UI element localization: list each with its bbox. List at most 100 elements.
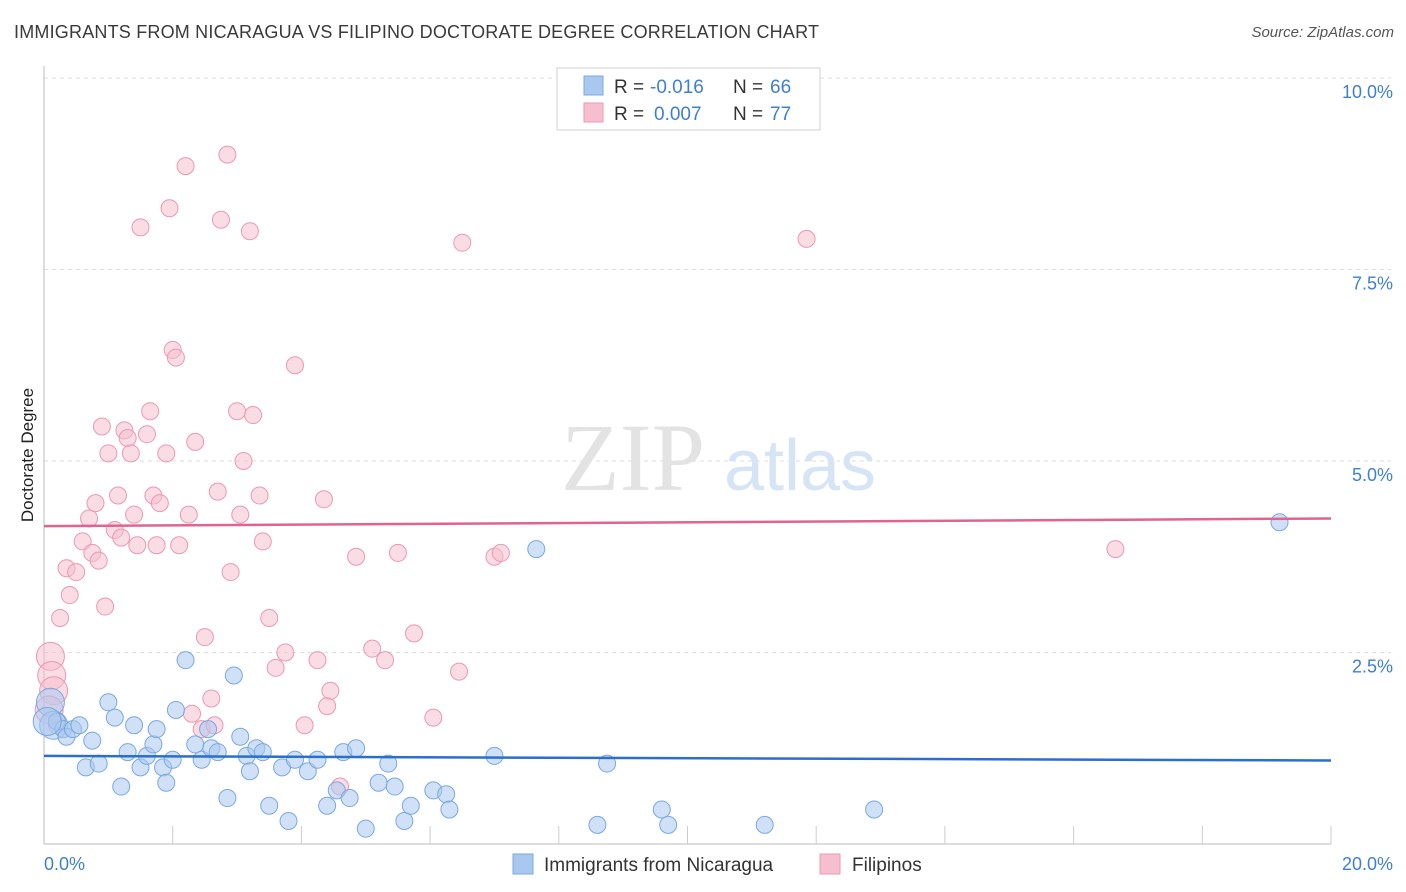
nicaragua-point-22 — [166, 700, 185, 719]
watermark-atlas: atlas — [724, 426, 876, 506]
stats-swatch-blue — [583, 75, 604, 96]
nicaragua-point-48 — [369, 773, 388, 792]
nicaragua-point-61 — [659, 815, 678, 834]
nicaragua-point-58 — [588, 815, 607, 834]
nicaragua-point-17 — [144, 735, 163, 754]
filipinos-point-4 — [51, 609, 70, 628]
filipinos-point-7 — [67, 563, 86, 582]
filipinos-point-48 — [231, 505, 250, 524]
stats-n-value-pink: 77 — [770, 104, 791, 125]
nicaragua-point-55 — [440, 800, 459, 819]
nicaragua-trend-line — [43, 754, 1332, 762]
filipinos-point-53 — [253, 532, 272, 551]
filipinos-point-28 — [147, 536, 166, 555]
nicaragua-point-57 — [527, 540, 546, 559]
source-label: Source: ZipAtlas.com — [1251, 24, 1394, 41]
filipinos-point-26 — [141, 402, 160, 421]
filipinos-point-44 — [211, 210, 230, 229]
filipinos-point-75 — [1106, 540, 1125, 559]
y-tick-label-3: 10.0% — [1342, 82, 1393, 102]
nicaragua-points — [32, 513, 1289, 838]
filipinos-point-68 — [405, 624, 424, 643]
nicaragua-point-46 — [347, 739, 366, 758]
filipinos-point-51 — [244, 406, 263, 425]
filipinos-point-38 — [186, 432, 205, 451]
grid-lines — [44, 77, 1391, 653]
filipinos-point-25 — [137, 425, 156, 444]
stats-legend: R = -0.016 N = 66 R = 0.007 N = 77 — [556, 67, 821, 131]
filipinos-point-36 — [179, 505, 198, 524]
filipinos-point-66 — [376, 651, 395, 670]
filipinos-point-60 — [314, 490, 333, 509]
filipinos-point-65 — [363, 639, 382, 658]
filipinos-point-6 — [60, 586, 79, 605]
filipinos-point-29 — [150, 494, 169, 513]
x-tick-label-min: 0.0% — [44, 854, 85, 874]
nicaragua-point-50 — [385, 777, 404, 796]
nicaragua-point-40 — [298, 762, 317, 781]
nicaragua-point-9 — [89, 754, 108, 773]
filipinos-point-59 — [308, 651, 327, 670]
filipinos-point-64 — [347, 547, 366, 566]
watermark: ZIP atlas — [561, 404, 876, 511]
filipinos-point-13 — [92, 417, 111, 436]
nicaragua-point-42 — [318, 796, 337, 815]
nicaragua-point-39 — [285, 750, 304, 769]
nicaragua-point-13 — [118, 743, 137, 762]
filipinos-point-24 — [131, 218, 150, 237]
legend-swatch-filipinos — [819, 853, 841, 875]
nicaragua-point-20 — [157, 773, 176, 792]
filipinos-point-67 — [388, 543, 407, 562]
stats-swatch-pink — [583, 102, 604, 123]
stats-r-value-blue: -0.016 — [650, 77, 704, 98]
nicaragua-point-14 — [125, 716, 144, 735]
nicaragua-point-35 — [253, 743, 272, 762]
filipinos-point-43 — [208, 482, 227, 501]
stats-n-value-blue: 66 — [770, 77, 791, 98]
nicaragua-point-8 — [83, 731, 102, 750]
filipinos-point-18 — [112, 528, 131, 547]
nicaragua-point-11 — [105, 708, 124, 727]
nicaragua-point-60 — [652, 800, 671, 819]
filipinos-point-9 — [80, 509, 99, 528]
nicaragua-point-10 — [99, 693, 118, 712]
filipinos-point-17 — [109, 486, 128, 505]
y-tick-labels: 2.5% 5.0% 7.5% 10.0% — [1342, 82, 1393, 677]
nicaragua-point-12 — [112, 777, 131, 796]
nicaragua-point-26 — [199, 720, 218, 739]
nicaragua-point-65 — [32, 706, 62, 736]
filipinos-point-41 — [202, 689, 221, 708]
nicaragua-point-51 — [395, 812, 414, 831]
y-axis-label: Doctorate Degree — [18, 388, 37, 522]
nicaragua-point-45 — [340, 789, 359, 808]
x-tick-label-max: 20.0% — [1342, 854, 1393, 874]
filipinos-point-30 — [157, 444, 176, 463]
filipinos-point-22 — [125, 505, 144, 524]
nicaragua-point-28 — [208, 743, 227, 762]
filipinos-point-37 — [183, 704, 202, 723]
nicaragua-point-36 — [260, 796, 279, 815]
nicaragua-point-24 — [186, 735, 205, 754]
nicaragua-point-38 — [279, 812, 298, 831]
filipinos-point-69 — [424, 708, 443, 727]
stats-n-label-blue: N = — [733, 77, 763, 98]
trend-lines — [43, 517, 1332, 762]
nicaragua-point-30 — [224, 666, 243, 685]
filipinos-point-71 — [453, 233, 472, 252]
nicaragua-point-18 — [147, 720, 166, 739]
filipinos-point-11 — [86, 494, 105, 513]
filipinos-point-57 — [285, 356, 304, 375]
nicaragua-point-56 — [485, 746, 504, 765]
filipinos-point-73 — [491, 543, 510, 562]
filipinos-point-55 — [266, 658, 285, 677]
nicaragua-point-21 — [163, 750, 182, 769]
y-tick-label-2: 7.5% — [1352, 274, 1393, 294]
nicaragua-point-49 — [379, 754, 398, 773]
nicaragua-point-29 — [218, 789, 237, 808]
nicaragua-point-54 — [437, 785, 456, 804]
nicaragua-point-33 — [240, 762, 259, 781]
stats-r-value-pink: 0.007 — [654, 104, 702, 125]
legend-label-filipinos: Filipinos — [852, 855, 922, 876]
filipinos-point-62 — [321, 681, 340, 700]
nicaragua-point-41 — [308, 750, 327, 769]
